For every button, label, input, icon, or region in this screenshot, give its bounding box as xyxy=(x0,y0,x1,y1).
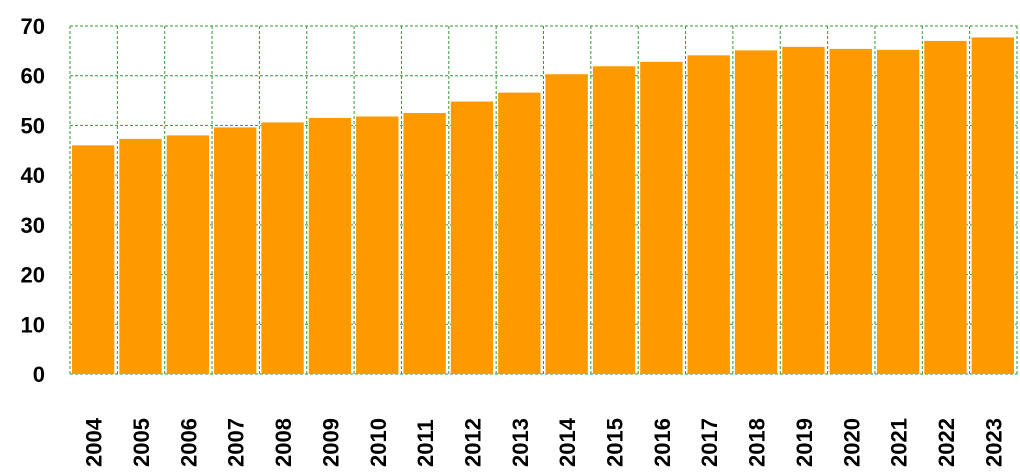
bar-2021 xyxy=(876,49,920,375)
x-tick-label: 2022 xyxy=(934,418,959,467)
bar-2023 xyxy=(971,37,1014,374)
bar-2005 xyxy=(119,138,162,374)
y-tick-label: 40 xyxy=(21,163,45,188)
x-tick-label: 2015 xyxy=(603,418,628,467)
y-tick-label: 0 xyxy=(33,362,45,387)
y-tick-label: 70 xyxy=(21,14,45,39)
bar-2008 xyxy=(261,122,304,375)
bar-2015 xyxy=(592,66,636,375)
bars xyxy=(72,37,1014,375)
x-tick-label: 2013 xyxy=(508,418,533,467)
bar-2017 xyxy=(687,55,730,375)
x-tick-label: 2017 xyxy=(697,418,722,467)
bar-2007 xyxy=(214,127,257,374)
x-tick-label: 2023 xyxy=(981,418,1006,467)
x-tick-label: 2020 xyxy=(839,418,864,467)
x-tick-label: 2008 xyxy=(271,418,296,467)
x-tick-label: 2011 xyxy=(413,419,438,467)
x-tick-label: 2007 xyxy=(224,418,249,467)
grid-lines xyxy=(69,25,1018,375)
bar-2016 xyxy=(640,61,683,375)
y-tick-label: 20 xyxy=(21,263,45,288)
bar-2018 xyxy=(734,50,778,375)
x-axis-ticks: 2004 2005 2006 2007 2008 2009 2010 2011 2012 2013… xyxy=(82,417,1007,467)
x-tick-label: 2019 xyxy=(792,418,817,467)
bar-2020 xyxy=(829,48,872,375)
y-tick-label: 30 xyxy=(21,213,45,238)
y-tick-label: 60 xyxy=(21,64,45,89)
bar-2004 xyxy=(72,145,115,374)
bar-2012 xyxy=(450,101,494,375)
y-tick-label: 10 xyxy=(21,312,45,337)
bar-2014 xyxy=(545,74,588,375)
bar-2013 xyxy=(498,92,541,375)
x-tick-label: 2004 xyxy=(82,417,107,467)
x-tick-label: 2021 xyxy=(887,418,912,467)
x-tick-label: 2006 xyxy=(176,418,201,467)
x-tick-label: 2005 xyxy=(129,418,154,467)
bar-2010 xyxy=(356,116,399,374)
x-tick-label: 2010 xyxy=(366,418,391,467)
x-tick-label: 2009 xyxy=(318,418,343,467)
bar-2006 xyxy=(166,135,210,374)
x-tick-label: 2014 xyxy=(555,417,580,467)
bar-2019 xyxy=(782,46,825,374)
x-tick-label: 2016 xyxy=(650,418,675,467)
bar-2022 xyxy=(924,40,967,375)
y-tick-label: 50 xyxy=(21,113,45,138)
bar-2009 xyxy=(308,117,352,374)
x-tick-label: 2018 xyxy=(745,418,770,467)
x-tick-label: 2012 xyxy=(460,418,485,467)
y-axis-ticks: 0 10 20 30 40 50 60 70 xyxy=(21,14,45,387)
bar-2011 xyxy=(403,113,446,374)
